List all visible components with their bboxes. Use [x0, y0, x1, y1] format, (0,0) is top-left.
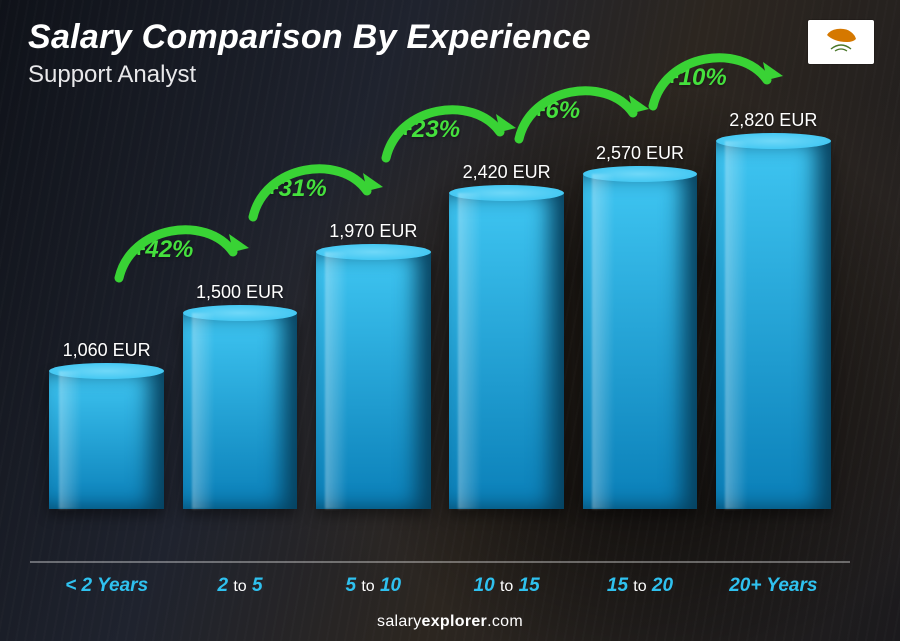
bar-slot: 1,970 EUR5 to 10: [307, 110, 440, 563]
bar: [183, 313, 298, 509]
brand-domain: .com: [487, 613, 523, 630]
bar-value-label: 2,570 EUR: [596, 143, 684, 164]
bar-slot: 1,060 EUR< 2 Years: [40, 110, 173, 563]
bar-value-label: 2,420 EUR: [463, 162, 551, 183]
bar: [716, 141, 831, 509]
chart-baseline: [30, 561, 850, 563]
country-flag-cyprus: [808, 20, 874, 64]
cyprus-flag-icon: [815, 25, 867, 59]
bar-value-label: 2,820 EUR: [729, 110, 817, 131]
header: Salary Comparison By Experience Support …: [28, 18, 872, 89]
bar: [316, 252, 431, 509]
brand-prefix: salary: [377, 613, 421, 630]
category-label: 15 to 20: [573, 575, 706, 597]
page-title: Salary Comparison By Experience: [28, 18, 872, 57]
bar-value-label: 1,060 EUR: [63, 340, 151, 361]
category-label: 5 to 10: [307, 575, 440, 597]
bar-chart: 1,060 EUR< 2 Years1,500 EUR2 to 51,970 E…: [40, 110, 840, 563]
bar: [49, 371, 164, 509]
bar: [583, 174, 698, 509]
category-label: 20+ Years: [707, 575, 840, 597]
bar: [449, 193, 564, 509]
category-label: 2 to 5: [173, 575, 306, 597]
bar-slot: 2,570 EUR15 to 20: [573, 110, 706, 563]
brand-suffix: explorer: [422, 613, 488, 630]
bar-slot: 2,420 EUR10 to 15: [440, 110, 573, 563]
category-label: 10 to 15: [440, 575, 573, 597]
category-label: < 2 Years: [40, 575, 173, 597]
page-subtitle: Support Analyst: [28, 61, 872, 89]
bar-slot: 1,500 EUR2 to 5: [173, 110, 306, 563]
bar-slot: 2,820 EUR20+ Years: [707, 110, 840, 563]
bar-value-label: 1,500 EUR: [196, 282, 284, 303]
bar-value-label: 1,970 EUR: [329, 221, 417, 242]
footer-brand: salaryexplorer.com: [0, 613, 900, 631]
